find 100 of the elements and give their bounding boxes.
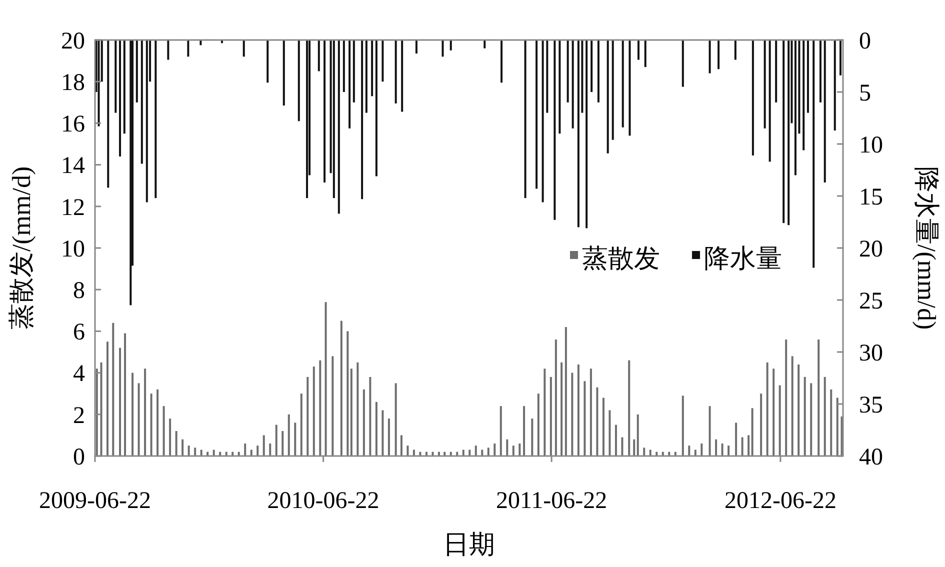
bar [571,372,574,456]
bar [566,40,569,102]
bar [382,40,384,82]
bar [394,383,397,456]
bar [244,444,246,456]
bar [751,408,754,456]
bar [788,40,790,226]
bar [294,422,296,456]
bar [741,437,744,456]
bar [560,362,563,456]
bar [602,398,604,456]
bar [775,40,778,102]
y2-tick-label: 30 [859,340,883,366]
y2-axis-title: 降水量/(mm/d) [912,166,941,330]
bar [136,40,138,102]
bar [400,435,402,456]
bar [348,40,351,128]
bar [748,435,750,456]
y-tick-label: 8 [73,278,85,304]
y2-tick-label: 0 [859,28,871,54]
bar [718,40,720,70]
bar [682,396,684,456]
bar [506,439,508,456]
bar [785,340,788,456]
bar [484,40,486,48]
bar [361,40,364,200]
bar [606,40,609,154]
bar [324,40,326,182]
bar [614,424,617,456]
bar [804,376,806,456]
y-tick-label: 6 [73,320,85,346]
bar [119,348,122,456]
bar [500,406,502,456]
y-axis-title: 蒸散发/(mm/d) [7,166,36,330]
bar [542,40,544,202]
bar [752,40,754,156]
bar [324,302,327,456]
bar [146,40,148,202]
bar [633,439,636,456]
bar [269,444,272,456]
bar [682,40,684,87]
bar [791,356,794,456]
bar [644,40,646,68]
bar [123,40,126,134]
bar [760,394,762,456]
x-tick-label: 2010-06-22 [267,488,380,514]
bar [371,40,374,96]
bar [794,40,796,176]
bar [531,418,534,456]
bar [810,383,812,456]
y-tick-label: 4 [73,361,85,388]
bar [550,376,552,456]
legend-label: 降水量 [704,244,782,274]
bar [282,431,284,456]
bar [106,342,109,456]
x-tick-label: 2009-06-22 [39,488,151,514]
bar [300,394,302,456]
y-tick-label: 18 [61,70,85,96]
bar [112,322,114,456]
bar [130,40,132,306]
bar [375,402,378,456]
bar [494,444,496,456]
bar [577,364,580,456]
bar [365,40,368,113]
bar [500,40,503,83]
bar [590,368,592,456]
bar [766,362,768,456]
bar [332,356,334,456]
bar [388,418,390,456]
bar [156,389,159,456]
bar [150,394,152,456]
bar [546,40,548,113]
bar [188,446,190,456]
bar [584,381,586,456]
y-tick-label: 16 [61,112,85,138]
y-tick-label: 2 [73,402,85,429]
bar [728,446,730,456]
bar [474,446,477,456]
bar [708,40,711,74]
bar [406,446,409,456]
bar [318,40,320,72]
bar [242,40,245,57]
bar [554,40,556,220]
bar [778,385,781,456]
bar [266,40,269,83]
bar [356,362,359,456]
bar [340,320,342,456]
bar [194,448,196,456]
bar [834,40,836,130]
bar [840,416,843,456]
bar [312,366,315,456]
bar [572,40,574,128]
bar [369,376,372,456]
bar [537,394,540,456]
bar [577,40,580,228]
bar [262,435,265,456]
bar [169,418,172,456]
bar [394,40,397,104]
bar [806,40,809,113]
bar [643,448,646,456]
